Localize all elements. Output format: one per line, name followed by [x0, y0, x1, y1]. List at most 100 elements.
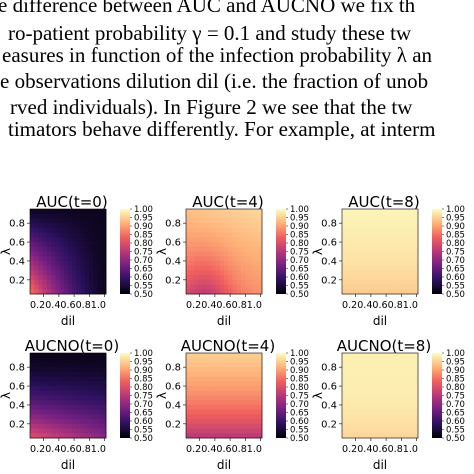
heatmap-cell [245, 362, 250, 368]
heatmap-cell [186, 256, 191, 262]
heatmap-cell [84, 265, 90, 271]
heatmap-cell [375, 409, 381, 415]
colorbar-tick-label: 0.85 [290, 375, 309, 385]
heatmap-cell [224, 428, 229, 434]
heatmap-cell [215, 423, 221, 429]
heatmap-cell [224, 213, 229, 219]
heatmap-cell [409, 232, 415, 238]
heatmap-cell [84, 227, 90, 234]
y-axis-label: λ [0, 248, 13, 255]
heatmap-cell [371, 279, 377, 285]
heatmap-cell [186, 433, 191, 439]
heatmap-cell [245, 289, 250, 295]
heatmap-cell [224, 376, 229, 382]
heatmap-cell [84, 284, 90, 290]
heatmap-cell [363, 251, 368, 257]
heatmap-cell [405, 251, 410, 257]
heatmap-cell [38, 353, 44, 359]
heatmap-cell [380, 289, 385, 295]
colorbar-tick-label: 0.80 [446, 239, 465, 249]
heatmap-cell [257, 409, 263, 415]
heatmap-cell [240, 367, 246, 373]
heatmap-cell [186, 409, 191, 415]
heatmap-cell [367, 433, 372, 439]
heatmap-cell [207, 223, 212, 229]
heatmap-cell [363, 223, 368, 229]
heatmap-cell [358, 265, 364, 271]
heatmap-cell [257, 395, 263, 401]
heatmap-cell [63, 279, 69, 285]
heatmap-cell [367, 362, 372, 368]
heatmap-cell [388, 395, 394, 401]
heatmap-cell [51, 223, 56, 229]
heatmap-cell [72, 423, 77, 429]
heatmap-cell [380, 381, 385, 387]
heatmap-cell [384, 395, 389, 401]
heatmap-cell [350, 246, 356, 252]
heatmap-cell [34, 395, 39, 401]
heatmap-cell [84, 209, 90, 215]
heatmap-cell [63, 213, 69, 219]
heatmap-cell [63, 371, 69, 378]
heatmap-cell [51, 270, 56, 276]
heatmap-cell [59, 362, 65, 368]
heatmap-cell [207, 428, 212, 434]
heatmap-cell [97, 232, 103, 238]
heatmap-cell [245, 232, 250, 238]
heatmap-cell [396, 362, 402, 368]
colorbar-tick-label: 0.90 [446, 366, 465, 376]
heatmap-cell [346, 209, 351, 215]
heatmap-cell [186, 423, 191, 429]
heatmap-cell [405, 218, 410, 224]
heatmap-cell [388, 223, 394, 229]
heatmap-cell [388, 232, 394, 238]
heatmap-cell [240, 428, 246, 434]
heatmap-cell [249, 279, 254, 285]
heatmap-cell [34, 357, 39, 363]
heatmap-cell [228, 433, 233, 439]
heatmap-cell [367, 246, 372, 252]
heatmap-cell [211, 414, 216, 420]
heatmap-cell [375, 256, 381, 262]
heatmap-cell [363, 265, 368, 271]
x-axis-label: dil [373, 314, 387, 328]
heatmap-cell [367, 390, 372, 396]
heatmap-cell [215, 390, 221, 396]
heatmap-cell [245, 386, 250, 392]
heatmap-cell [207, 265, 212, 271]
heatmap-cell [59, 423, 65, 429]
heatmap-cell [358, 237, 364, 243]
heatmap-cell [30, 284, 35, 290]
heatmap-cell [342, 279, 347, 285]
heatmap-cell [211, 279, 216, 285]
heatmap-cell [245, 423, 250, 429]
heatmap-cell [42, 223, 48, 229]
heatmap-cell [34, 289, 39, 295]
heatmap-cell [384, 289, 389, 295]
heatmap-cell [89, 353, 94, 359]
heatmap-cell [59, 279, 65, 285]
heatmap-cell [202, 237, 208, 243]
heatmap-cell [202, 270, 208, 276]
heatmap-cell [354, 289, 360, 295]
heatmap-cell [413, 251, 419, 257]
heatmap-cell [207, 279, 212, 285]
heatmap-cell [409, 376, 415, 382]
colorbar-tick-label: 0.50 [446, 434, 465, 444]
heatmap-cell [84, 260, 90, 267]
heatmap-cell [346, 376, 351, 382]
heatmap-cell [194, 353, 200, 359]
heatmap-cell [342, 381, 347, 387]
heatmap-cell [211, 227, 216, 234]
heatmap-cell [202, 362, 208, 368]
colorbar-tick-label: 0.85 [446, 231, 465, 241]
heatmap-cell [392, 275, 398, 281]
heatmap-cell [101, 242, 107, 248]
heatmap-cell [215, 353, 221, 359]
heatmap-cell [392, 381, 398, 387]
heatmap-cell [190, 419, 195, 425]
heatmap-cell [350, 381, 356, 387]
heatmap-cell [34, 218, 39, 224]
heatmap-cell [202, 246, 208, 252]
heatmap-cell [413, 400, 419, 406]
